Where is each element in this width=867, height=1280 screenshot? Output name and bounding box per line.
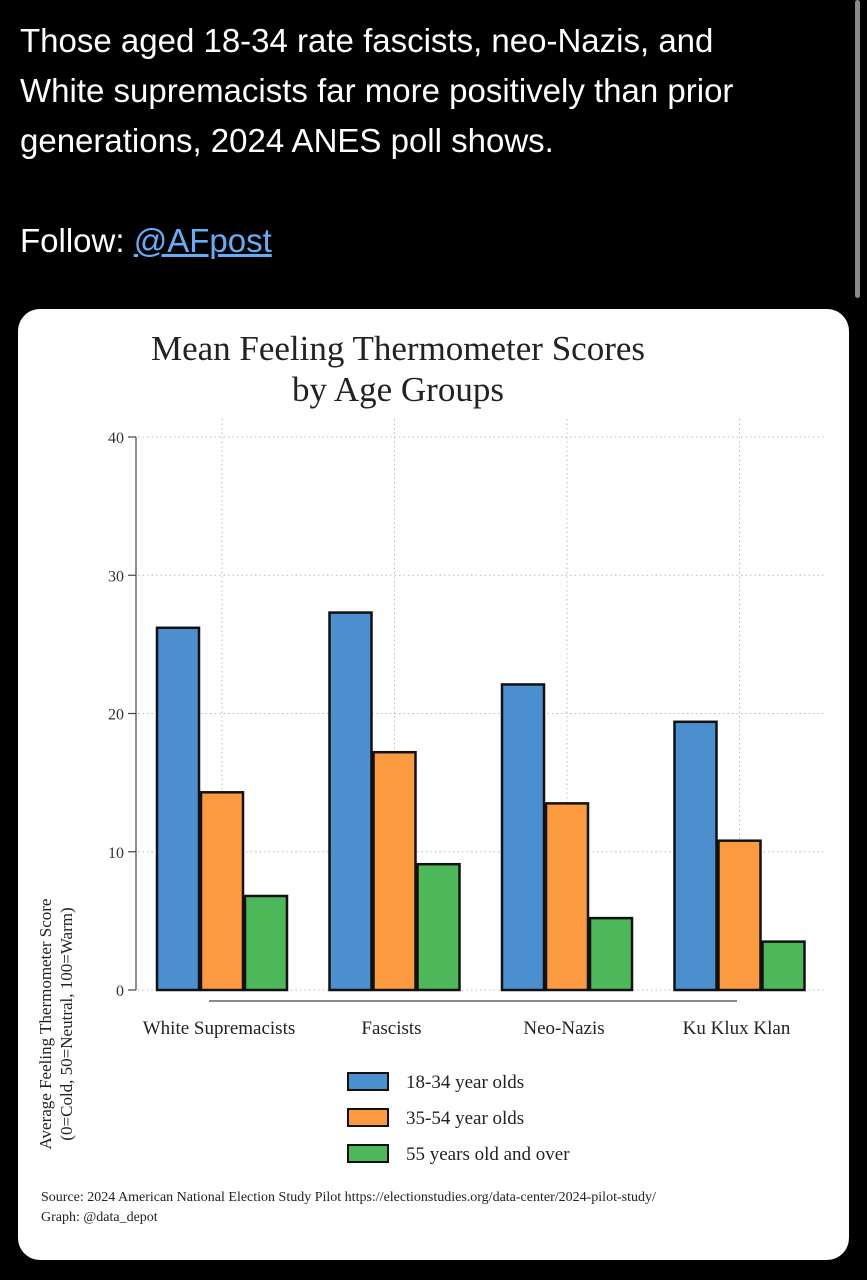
follow-line: Follow: @AFpost: [20, 216, 840, 266]
legend-swatch: [347, 1108, 389, 1127]
legend-label: 55 years old and over: [406, 1144, 570, 1165]
legend-label: 35-54 year olds: [406, 1108, 524, 1129]
chart-image-card[interactable]: Mean Feeling Thermometer Scores by Age G…: [18, 309, 849, 1260]
author-handle-link[interactable]: @AFpost: [133, 222, 272, 259]
bar: [199, 791, 245, 992]
tweet-text-line: White supremacists far more positively t…: [20, 72, 734, 109]
bar: [243, 894, 289, 992]
y-tick-label: 10: [108, 845, 124, 862]
x-tick-label: Neo-Nazis: [523, 1018, 604, 1039]
bar: [717, 839, 762, 992]
bar: [416, 862, 461, 992]
bar: [328, 611, 373, 992]
source-note: Source: 2024 American National Election …: [41, 1190, 656, 1205]
bar: [155, 626, 201, 992]
y-axis-label: Average Feeling Thermometer Score: [36, 899, 55, 1150]
graph-credit: Graph: @data_depot: [41, 1210, 158, 1225]
tweet-text: Those aged 18-34 rate fascists, neo-Nazi…: [20, 16, 840, 266]
y-axis-label-sub: (0=Cold, 50=Neutral, 100=Warm): [57, 907, 76, 1140]
chart-title: Mean Feeling Thermometer Scores: [151, 329, 645, 368]
legend-label: 18-34 year olds: [406, 1072, 524, 1093]
follow-label: Follow:: [20, 222, 134, 259]
bar: [372, 750, 417, 992]
chart-subtitle: by Age Groups: [292, 370, 504, 409]
legend-swatch: [347, 1144, 389, 1163]
y-tick-label: 40: [108, 430, 124, 447]
bar: [673, 720, 718, 992]
y-tick-label: 0: [116, 983, 124, 1000]
tweet-text-line: Those aged 18-34 rate fascists, neo-Nazi…: [20, 22, 714, 59]
scrollbar[interactable]: [855, 0, 860, 298]
bar: [544, 802, 590, 992]
y-tick-label: 30: [108, 568, 124, 585]
bar: [761, 940, 806, 992]
y-tick-label: 20: [108, 707, 124, 724]
bar: [500, 683, 546, 992]
x-tick-label: Ku Klux Klan: [683, 1018, 791, 1039]
bar: [588, 916, 634, 992]
bar-chart: Mean Feeling Thermometer Scores by Age G…: [36, 329, 826, 1225]
tweet-text-line: generations, 2024 ANES poll shows.: [20, 122, 554, 159]
x-tick-label: Fascists: [361, 1018, 421, 1039]
legend-swatch: [347, 1072, 389, 1091]
x-tick-label: White Supremacists: [143, 1018, 296, 1039]
